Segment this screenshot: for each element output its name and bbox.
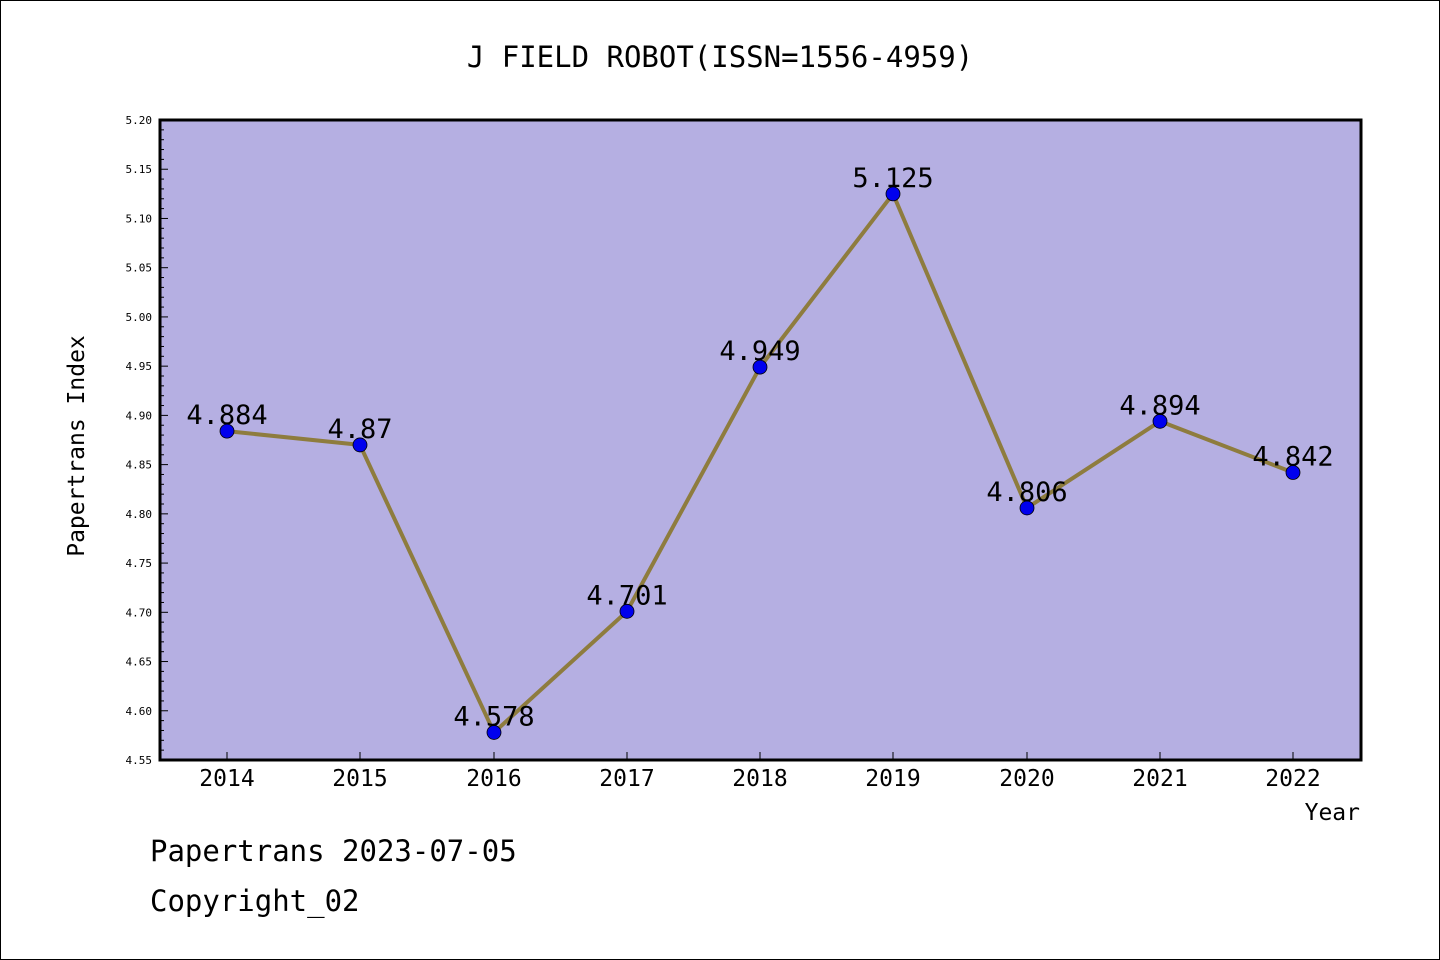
- x-tick-label: 2017: [599, 766, 654, 792]
- x-tick-label: 2016: [466, 766, 521, 792]
- x-tick-label: 2020: [999, 766, 1054, 792]
- x-tick-label: 2015: [332, 766, 387, 792]
- x-tick-label: 2022: [1265, 766, 1320, 792]
- footer-copyright: Copyright_02: [150, 884, 360, 918]
- data-point: [486, 725, 502, 740]
- data-label: 4.842: [1252, 441, 1333, 472]
- data-label: 4.806: [986, 477, 1067, 508]
- y-axis-label: Papertrans Index: [64, 335, 90, 557]
- chart-title: J FIELD ROBOT(ISSN=1556-4959): [467, 40, 973, 74]
- x-axis-label: Year: [1305, 800, 1360, 826]
- data-label: 4.701: [586, 580, 667, 611]
- y-tick-label: 5.00: [126, 311, 153, 324]
- data-label: 4.87: [327, 414, 392, 445]
- data-point: [619, 603, 635, 619]
- y-tick-label: 5.15: [126, 163, 153, 176]
- y-tick-label: 4.60: [126, 705, 153, 718]
- y-tick-label: 5.20: [126, 114, 153, 127]
- data-point: [1152, 413, 1168, 429]
- plot-border: [158, 118, 1363, 762]
- data-label: 4.578: [453, 701, 534, 732]
- data-point: [752, 359, 768, 375]
- data-label: 4.884: [186, 400, 267, 431]
- x-axis-ticks: 2014 2015 2016 2017 2018 2019 2020 2021 2022: [199, 752, 1321, 792]
- y-tick-label: 4.55: [126, 754, 153, 767]
- data-point: [352, 437, 368, 453]
- y-tick-label: 4.80: [126, 508, 153, 521]
- y-tick-label: 4.90: [126, 409, 153, 422]
- y-tick-label: 4.75: [126, 557, 153, 570]
- footer-date: Papertrans 2023-07-05: [150, 834, 517, 868]
- x-tick-label: 2018: [732, 766, 787, 792]
- y-tick-label: 5.05: [126, 262, 153, 275]
- y-tick-label: 4.70: [126, 606, 153, 619]
- data-label: 5.125: [852, 163, 933, 194]
- data-label: 4.894: [1119, 390, 1200, 421]
- y-tick-label: 4.65: [126, 656, 153, 669]
- x-tick-label: 2021: [1132, 766, 1187, 792]
- data-point: [1285, 465, 1301, 480]
- y-tick-label: 4.85: [126, 459, 153, 472]
- x-tick-label: 2019: [865, 766, 920, 792]
- y-tick-label: 5.10: [126, 212, 153, 225]
- data-point: [219, 423, 235, 439]
- y-tick-label: 4.95: [126, 360, 153, 373]
- x-tick-label: 2014: [199, 766, 254, 792]
- y-axis-ticks: 4.55 4.60 4.65 4.70 4.75 4.80 4.85 4.90 4.95 5.00…: [126, 114, 168, 767]
- data-point: [885, 186, 901, 202]
- series-layer: 4.884 4.87 4.578 4.701 4.949 5.125 4.806 4.894 4…: [186, 163, 1334, 740]
- data-label: 4.949: [719, 336, 800, 367]
- data-point: [1019, 500, 1035, 516]
